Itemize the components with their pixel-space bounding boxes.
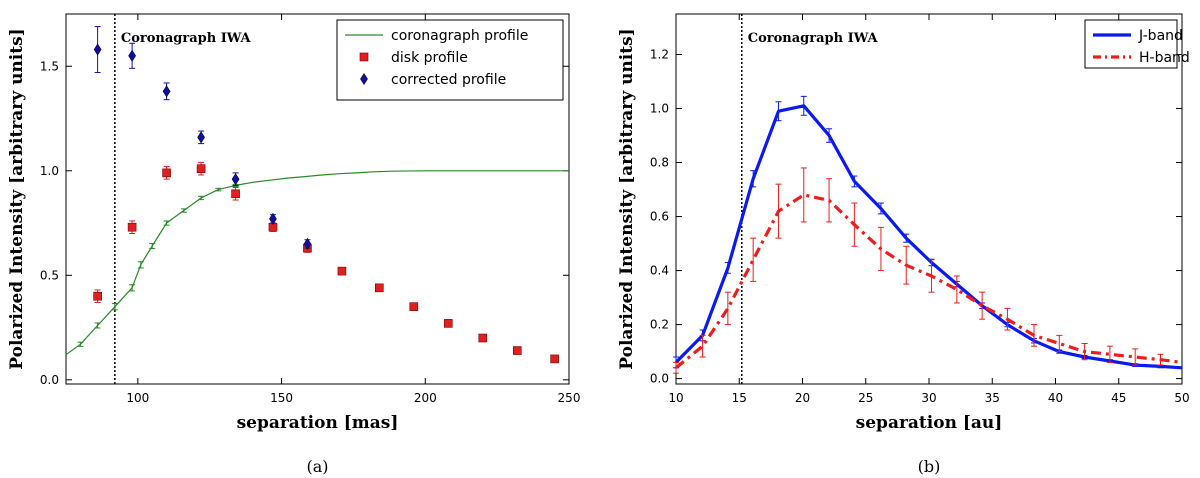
iwa-label: Coronagraph IWA — [121, 31, 252, 46]
x-axis-label: separation [mas] — [237, 413, 399, 433]
y-tick-label: 0.0 — [650, 372, 669, 386]
x-tick-label: 35 — [985, 391, 1000, 405]
x-tick-label: 30 — [921, 391, 936, 405]
y-tick-label: 0.8 — [650, 156, 669, 170]
legend: J-band H-band — [1084, 19, 1190, 69]
legend-box — [1084, 19, 1178, 69]
panel-caption: (a) — [306, 457, 328, 476]
legend-box — [336, 19, 564, 101]
legend: coronagraph profile disk profile corrected… — [336, 19, 564, 101]
data-point-square — [443, 319, 453, 328]
y-tick-label: 0.0 — [40, 373, 59, 387]
data-point-diamond — [128, 49, 136, 62]
data-point-square — [231, 189, 240, 199]
x-tick-label: 50 — [1174, 391, 1189, 405]
legend-swatch — [360, 72, 368, 86]
panel-caption: (b) — [918, 457, 941, 476]
data-point-diamond — [162, 85, 171, 98]
x-tick-label: 100 — [126, 391, 149, 405]
legend-label: coronagraph profile — [391, 28, 528, 44]
data-point-square — [550, 354, 559, 364]
x-tick-label: 40 — [1048, 391, 1063, 405]
y-tick-label: 1.2 — [650, 48, 669, 62]
x-tick-label: 250 — [558, 391, 581, 405]
series-h-band — [673, 167, 1183, 374]
panel-b: 10 15 20 25 30 35 40 45 50 0.0 0.2 0.4 0.6 0.8 1.0 1.2 s… — [617, 13, 1190, 476]
data-point-square — [512, 346, 522, 355]
data-point-square — [196, 164, 206, 173]
x-axis-label: separation [au] — [856, 413, 1003, 433]
x-tick-label: 15 — [732, 391, 747, 405]
y-tick-label: 1.0 — [650, 102, 669, 116]
y-tick-label: 0.2 — [650, 318, 669, 332]
data-point-square — [478, 333, 488, 343]
series-line — [674, 193, 1183, 370]
series-j-band — [673, 95, 1183, 370]
x-tick-label: 45 — [1111, 391, 1126, 405]
x-tick-label: 20 — [795, 391, 810, 405]
data-point-square — [127, 222, 137, 232]
series-disk-profile — [93, 161, 559, 364]
legend-label: corrected profile — [391, 72, 506, 88]
series-coronagraph-profile — [65, 170, 569, 356]
x-tick-label: 200 — [414, 391, 437, 405]
x-tick-label: 150 — [270, 391, 293, 405]
y-axis-label: Polarized Intensity [arbitrary units] — [617, 28, 637, 369]
data-point-diamond — [303, 237, 312, 251]
data-point-square — [374, 283, 384, 293]
data-point-square — [93, 291, 102, 301]
data-point-square — [409, 302, 419, 311]
data-point-square — [337, 266, 347, 276]
legend-label: J-band — [1138, 28, 1183, 44]
plot-frame — [65, 13, 570, 385]
legend-label: H-band — [1139, 50, 1190, 66]
plot-frame — [675, 13, 1183, 385]
y-tick-label: 0.4 — [650, 264, 669, 278]
legend-swatch — [359, 52, 369, 62]
y-tick-label: 1.0 — [40, 164, 59, 178]
data-point-diamond — [93, 43, 102, 56]
data-point-diamond — [269, 212, 277, 225]
series-line — [674, 104, 1183, 370]
series-line — [65, 170, 569, 356]
panel-a: 100 150 200 250 0.0 0.5 1.0 1.5 separation [mas]… — [7, 13, 581, 476]
data-point-diamond — [231, 173, 240, 186]
y-axis-label: Polarized Intensity [arbitrary units] — [7, 28, 27, 369]
x-tick-label: 25 — [858, 391, 873, 405]
series-corrected-profile — [93, 26, 312, 251]
data-point-diamond — [197, 131, 205, 144]
iwa-label: Coronagraph IWA — [748, 31, 879, 46]
legend-label: disk profile — [391, 50, 468, 66]
x-tick-label: 10 — [668, 391, 683, 405]
y-tick-label: 1.5 — [40, 59, 59, 73]
data-point-square — [162, 168, 171, 178]
y-tick-label: 0.5 — [40, 268, 59, 282]
y-tick-label: 0.6 — [650, 210, 669, 224]
